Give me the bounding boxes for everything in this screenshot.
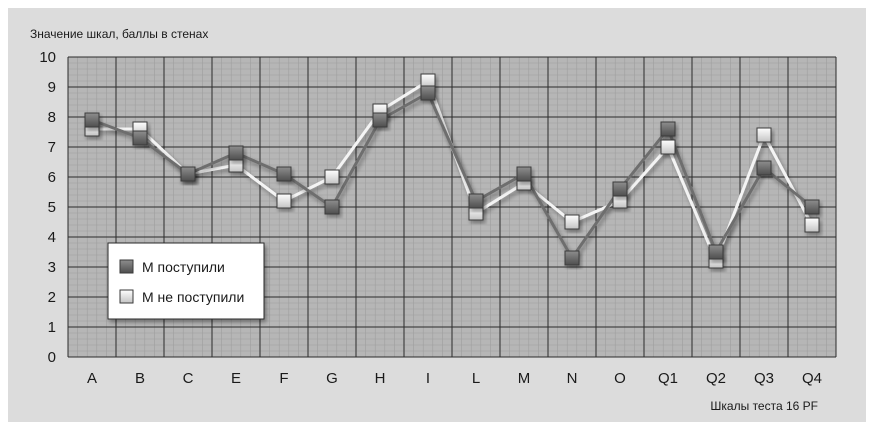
y-tick-label: 3	[48, 259, 56, 276]
data-point	[324, 169, 340, 185]
x-tick-label: F	[279, 370, 288, 387]
data-point	[420, 85, 436, 101]
y-tick-label: 9	[48, 79, 56, 96]
legend-label: М поступили	[142, 259, 225, 275]
data-point	[516, 166, 532, 182]
series-markers-m-admitted	[84, 85, 820, 266]
data-point	[756, 127, 772, 143]
x-tick-label: I	[426, 370, 430, 387]
x-tick-label: Q4	[802, 370, 822, 387]
legend-label: М не поступили	[142, 289, 244, 305]
y-tick-label: 10	[39, 49, 56, 66]
y-axis-label: Значение шкал, баллы в стенах	[30, 27, 208, 41]
data-point	[228, 145, 244, 161]
x-tick-label: N	[567, 370, 578, 387]
x-tick-label: Q3	[754, 370, 774, 387]
data-point	[372, 112, 388, 128]
x-axis-label: Шкалы теста 16 PF	[710, 399, 818, 413]
y-tick-label: 1	[48, 319, 56, 336]
data-point	[564, 250, 580, 266]
data-point	[708, 244, 724, 260]
x-tick-label: H	[375, 370, 386, 387]
data-point	[756, 160, 772, 176]
x-tick-label: B	[135, 370, 145, 387]
data-point	[84, 112, 100, 128]
data-point	[804, 217, 820, 233]
data-point	[276, 166, 292, 182]
y-tick-label: 7	[48, 139, 56, 156]
x-tick-label: M	[518, 370, 531, 387]
y-tick-label: 6	[48, 169, 56, 186]
data-point	[564, 214, 580, 230]
plot-area: 0 1 2 3 4 5 6 7 8 9 10 A B C E F G H I L M N O Q1 Q2 Q3 Q4	[39, 49, 837, 387]
data-point	[324, 199, 340, 215]
y-tick-label: 0	[48, 349, 56, 366]
x-tick-label: A	[87, 370, 97, 387]
y-tick-label: 8	[48, 109, 56, 126]
data-point	[660, 121, 676, 137]
data-point	[468, 193, 484, 209]
legend-swatch	[119, 289, 134, 304]
legend-box	[107, 242, 265, 320]
legend-swatch	[119, 259, 134, 274]
x-tick-label: G	[326, 370, 338, 387]
x-tick-label: L	[472, 370, 480, 387]
y-tick-label: 2	[48, 289, 56, 306]
x-tick-label: C	[183, 370, 194, 387]
data-point	[276, 193, 292, 209]
x-tick-label: O	[614, 370, 626, 387]
data-point	[804, 199, 820, 215]
x-tick-label: E	[231, 370, 241, 387]
series-line-m-admitted	[91, 91, 813, 260]
legend: М поступили М не поступили	[107, 242, 265, 320]
data-point	[132, 130, 148, 146]
data-point	[180, 166, 196, 182]
y-tick-label: 4	[48, 229, 56, 246]
x-tick-label: Q1	[658, 370, 678, 387]
x-tick-label: Q2	[706, 370, 726, 387]
y-tick-label: 5	[48, 199, 56, 216]
data-point	[660, 139, 676, 155]
data-point	[612, 181, 628, 197]
